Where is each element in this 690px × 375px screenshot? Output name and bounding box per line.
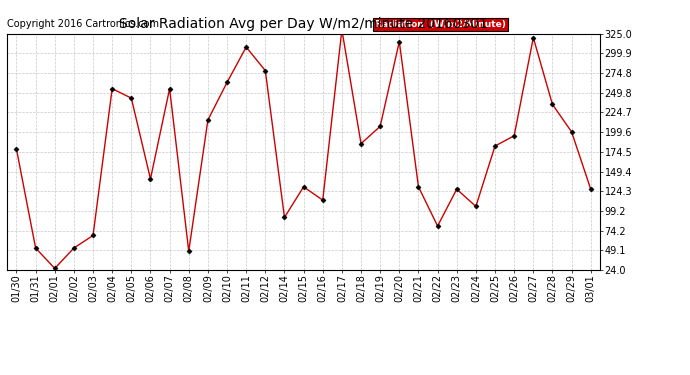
Text: Copyright 2016 Cartronics.com: Copyright 2016 Cartronics.com: [7, 19, 159, 29]
Title: Solar Radiation Avg per Day W/m2/minute 20160301: Solar Radiation Avg per Day W/m2/minute …: [119, 17, 488, 31]
Text: Radiation  (W/m2/Minute): Radiation (W/m2/Minute): [375, 20, 506, 29]
